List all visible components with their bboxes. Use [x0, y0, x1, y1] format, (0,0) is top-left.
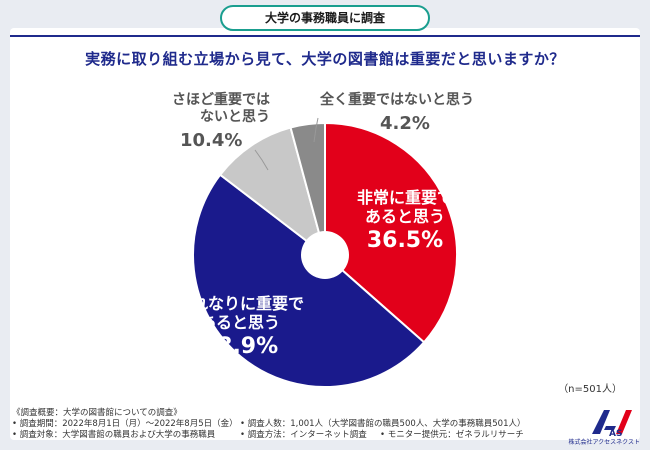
chart-question: 実務に取り組む立場から見て、大学の図書館は重要だと思いますか？ — [85, 50, 565, 68]
slice-label-text: 全く重要ではないと思う — [320, 92, 474, 108]
slice-label-text: 非常に重要で — [356, 188, 453, 207]
slice-label-text: あると思う — [199, 313, 280, 333]
slice-percent: 10.4% — [180, 129, 243, 151]
footer-period: • 調査期間：2022年8月1日（月）～2022年8月5日（金） — [12, 419, 238, 429]
slice-label-not-important-at-all: 全く重要ではないと思う 4.2% — [320, 92, 480, 134]
footer-provider: • モニター提供元：ゼネラルリサーチ — [380, 430, 524, 440]
leader-not-very-important — [254, 149, 269, 171]
footer-target: • 調査対象：大学図書館の職員および大学の事務職員 — [12, 430, 216, 440]
footer-count: • 調査人数：1,001人（大学図書館の職員500人、大学の事務職員501人） — [240, 419, 526, 429]
slice-label-text: それなりに重要で — [175, 294, 304, 313]
slice-label-text: あると思う — [364, 207, 445, 227]
slice-percent: 4.2% — [380, 112, 430, 134]
donut-hole — [301, 231, 349, 279]
slice-label-not-very-important: さほど重要では ないと思う 10.4% — [140, 92, 270, 151]
slice-very-important — [324, 121, 458, 344]
footer-method: • 調査方法：インターネット調査 — [240, 430, 367, 440]
slice-percent: 36.5% — [366, 228, 444, 254]
slice-somewhat-important — [192, 173, 426, 388]
company-logo-icon: AS — [592, 410, 632, 439]
survey-tag: 大学の事務職員に調査 — [220, 5, 430, 31]
sample-size: （n=501人） — [558, 384, 622, 395]
slice-label-text: さほど重要では — [172, 92, 270, 108]
slice-label-text: ないと思う — [200, 108, 270, 125]
footer-title: 《調査概要：大学の図書館についての調査》 — [12, 408, 182, 418]
company-name: 株式会社アクセスネクスト — [568, 439, 640, 446]
leader-not-important-at-all — [313, 117, 319, 143]
header-rule — [10, 35, 640, 37]
slice-percent: 48.9% — [201, 334, 279, 360]
slice-label-very-important: 非常に重要で あると思う 36.5% — [340, 188, 470, 255]
slice-not-important-at-all — [289, 121, 326, 256]
slice-label-somewhat-important: それなりに重要で あると思う 48.9% — [175, 294, 305, 361]
svg-text:AS: AS — [609, 429, 622, 439]
